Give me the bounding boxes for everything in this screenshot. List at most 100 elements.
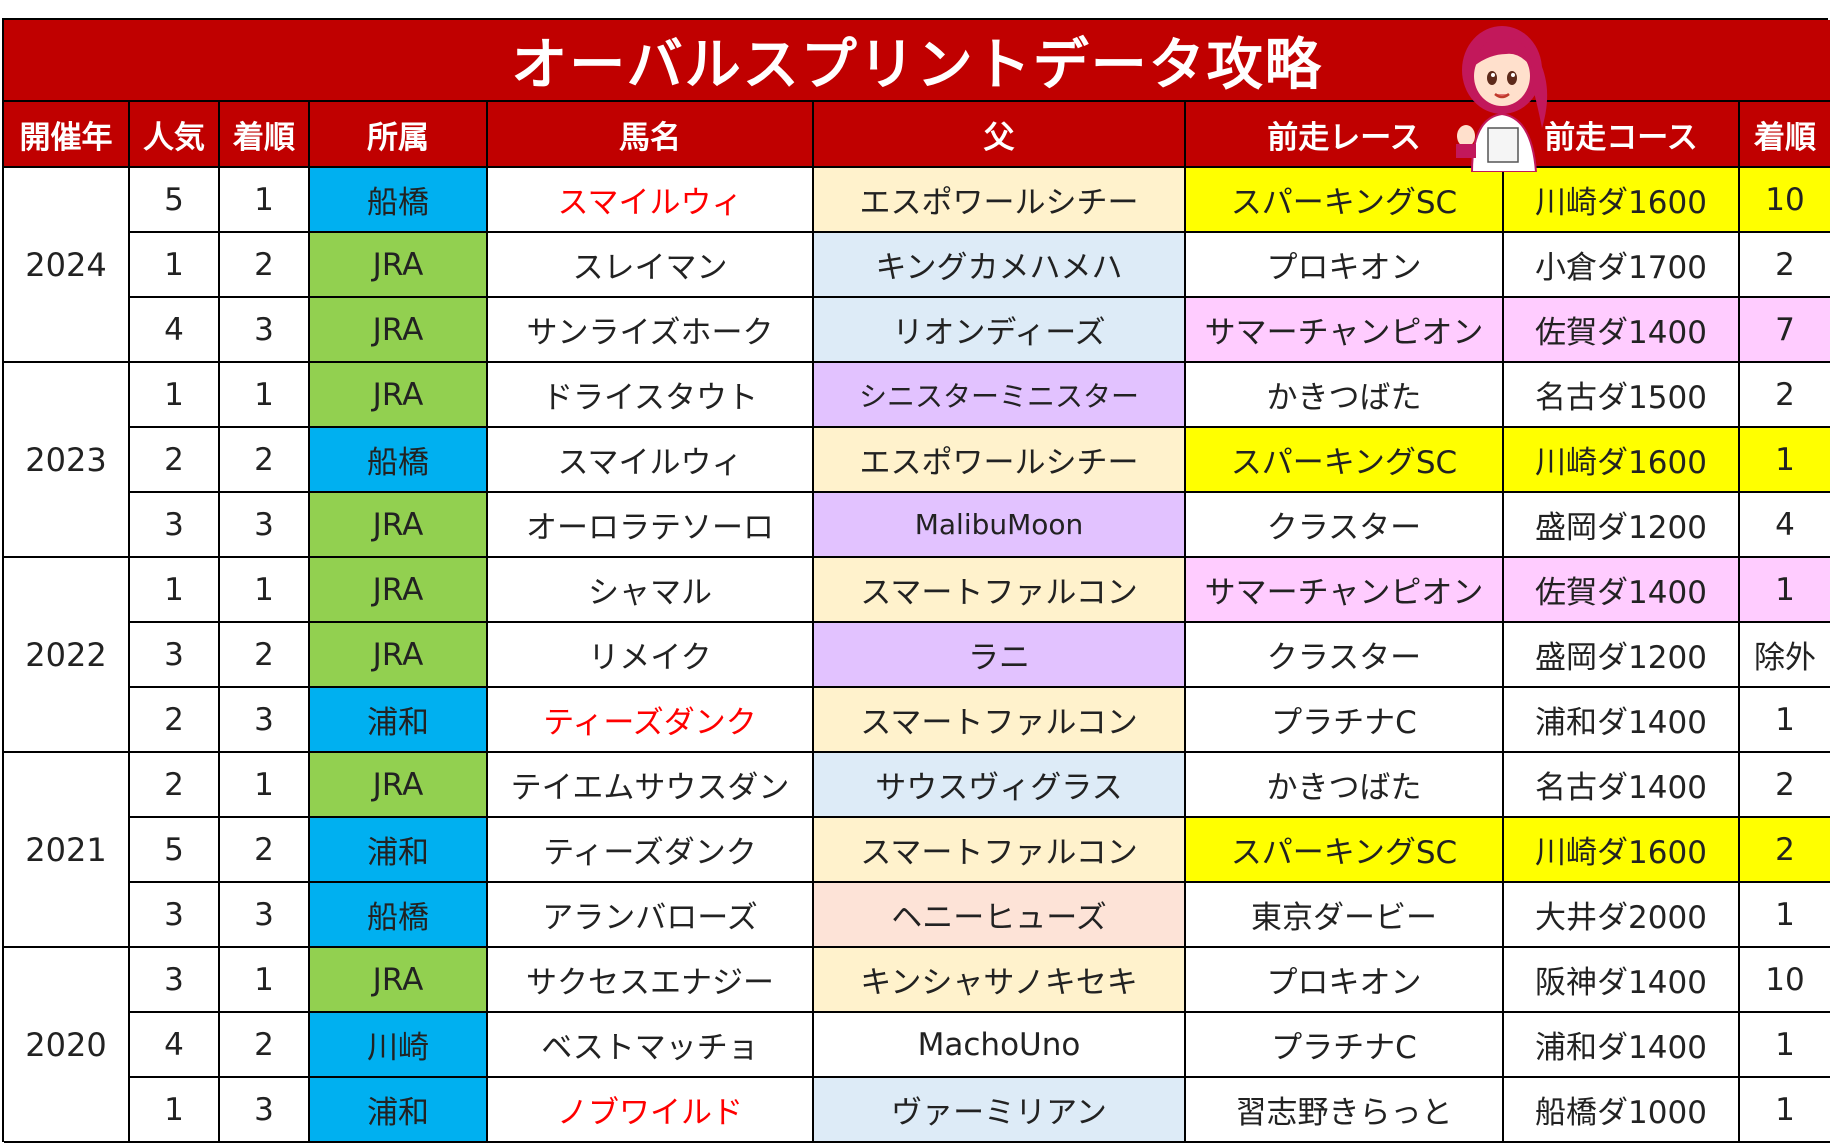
prev-race-cell: スパーキングSC: [1186, 818, 1504, 883]
horse-name-cell: スレイマン: [488, 233, 814, 298]
affiliation-cell: JRA: [310, 298, 488, 363]
prev-race-cell: プロキオン: [1186, 948, 1504, 1013]
prev-race-cell: 習志野きらっと: [1186, 1078, 1504, 1143]
finish-cell: 2: [220, 1013, 310, 1078]
prev-course-cell: 浦和ダ1400: [1504, 1013, 1740, 1078]
affiliation-cell: JRA: [310, 233, 488, 298]
prev-finish-cell: 1: [1740, 558, 1830, 623]
prev-race-cell: プロキオン: [1186, 233, 1504, 298]
finish-cell: 1: [220, 168, 310, 233]
finish-cell: 1: [220, 753, 310, 818]
prev-finish-cell: 7: [1740, 298, 1830, 363]
horse-name-cell: サンライズホーク: [488, 298, 814, 363]
affiliation-cell: JRA: [310, 363, 488, 428]
sire-cell: リオンディーズ: [814, 298, 1186, 363]
year-cell: 2024: [4, 168, 130, 363]
affiliation-cell: 浦和: [310, 818, 488, 883]
sire-cell: ヴァーミリアン: [814, 1078, 1186, 1143]
finish-cell: 3: [220, 1078, 310, 1143]
prev-course-cell: 名古ダ1400: [1504, 753, 1740, 818]
affiliation-cell: 船橋: [310, 428, 488, 493]
prev-course-cell: 川崎ダ1600: [1504, 818, 1740, 883]
horse-name-cell: リメイク: [488, 623, 814, 688]
header-cell: 父: [814, 102, 1186, 168]
popularity-cell: 3: [130, 493, 220, 558]
finish-cell: 3: [220, 493, 310, 558]
header-cell: 開催年: [4, 102, 130, 168]
horse-name-cell: ティーズダンク: [488, 818, 814, 883]
sire-cell: ヘニーヒューズ: [814, 883, 1186, 948]
sire-cell: ラニ: [814, 623, 1186, 688]
sire-cell: シニスターミニスター: [814, 363, 1186, 428]
prev-course-cell: 阪神ダ1400: [1504, 948, 1740, 1013]
popularity-cell: 5: [130, 818, 220, 883]
prev-course-cell: 佐賀ダ1400: [1504, 558, 1740, 623]
prev-race-cell: スパーキングSC: [1186, 168, 1504, 233]
prev-finish-cell: 10: [1740, 168, 1830, 233]
prev-finish-cell: 1: [1740, 1078, 1830, 1143]
header-cell: 着順: [220, 102, 310, 168]
header-cell: 人気: [130, 102, 220, 168]
prev-finish-cell: 2: [1740, 753, 1830, 818]
affiliation-cell: JRA: [310, 623, 488, 688]
prev-race-cell: スパーキングSC: [1186, 428, 1504, 493]
prev-finish-cell: 1: [1740, 688, 1830, 753]
prev-race-cell: プラチナC: [1186, 1013, 1504, 1078]
prev-finish-cell: 4: [1740, 493, 1830, 558]
sire-cell: MalibuMoon: [814, 493, 1186, 558]
prev-race-cell: かきつばた: [1186, 363, 1504, 428]
finish-cell: 3: [220, 883, 310, 948]
popularity-cell: 2: [130, 688, 220, 753]
horse-name-cell: シャマル: [488, 558, 814, 623]
prev-race-cell: かきつばた: [1186, 753, 1504, 818]
prev-course-cell: 大井ダ2000: [1504, 883, 1740, 948]
horse-name-cell: テイエムサウスダン: [488, 753, 814, 818]
prev-course-cell: 名古ダ1500: [1504, 363, 1740, 428]
horse-name-cell: サクセスエナジー: [488, 948, 814, 1013]
year-cell: 2021: [4, 753, 130, 948]
affiliation-cell: 船橋: [310, 168, 488, 233]
data-table: オーバルスプリントデータ攻略 開催年 人気 着順 所属 馬名父前走レース 前走コース 着順 2…: [2, 18, 1830, 1143]
year-cell: 2020: [4, 948, 130, 1143]
horse-name-cell: ベストマッチョ: [488, 1013, 814, 1078]
prev-course-cell: 川崎ダ1600: [1504, 428, 1740, 493]
popularity-cell: 2: [130, 753, 220, 818]
finish-cell: 1: [220, 363, 310, 428]
prev-finish-cell: 2: [1740, 818, 1830, 883]
popularity-cell: 3: [130, 948, 220, 1013]
horse-name-cell: オーロラテソーロ: [488, 493, 814, 558]
prev-course-cell: 盛岡ダ1200: [1504, 623, 1740, 688]
sire-cell: キングカメハメハ: [814, 233, 1186, 298]
popularity-cell: 4: [130, 1013, 220, 1078]
prev-course-cell: 小倉ダ1700: [1504, 233, 1740, 298]
sire-cell: エスポワールシチー: [814, 428, 1186, 493]
prev-finish-cell: 1: [1740, 1013, 1830, 1078]
affiliation-cell: JRA: [310, 948, 488, 1013]
prev-course-cell: 船橋ダ1000: [1504, 1078, 1740, 1143]
prev-course-cell: 佐賀ダ1400: [1504, 298, 1740, 363]
horse-name-cell: ノブワイルド: [488, 1078, 814, 1143]
sire-cell: エスポワールシチー: [814, 168, 1186, 233]
affiliation-cell: 船橋: [310, 883, 488, 948]
prev-course-cell: 川崎ダ1600: [1504, 168, 1740, 233]
finish-cell: 1: [220, 948, 310, 1013]
affiliation-cell: JRA: [310, 558, 488, 623]
finish-cell: 1: [220, 558, 310, 623]
prev-finish-cell: 2: [1740, 363, 1830, 428]
sire-cell: スマートファルコン: [814, 818, 1186, 883]
prev-race-cell: サマーチャンピオン: [1186, 298, 1504, 363]
prev-race-cell: プラチナC: [1186, 688, 1504, 753]
horse-name-cell: ティーズダンク: [488, 688, 814, 753]
affiliation-cell: JRA: [310, 753, 488, 818]
popularity-cell: 3: [130, 883, 220, 948]
popularity-cell: 1: [130, 1078, 220, 1143]
sire-cell: サウスヴィグラス: [814, 753, 1186, 818]
sire-cell: スマートファルコン: [814, 688, 1186, 753]
prev-finish-cell: 除外: [1740, 623, 1830, 688]
table-title: オーバルスプリントデータ攻略: [4, 20, 1830, 102]
popularity-cell: 2: [130, 428, 220, 493]
finish-cell: 2: [220, 233, 310, 298]
header-cell: 着順: [1740, 102, 1830, 168]
popularity-cell: 1: [130, 363, 220, 428]
finish-cell: 2: [220, 623, 310, 688]
